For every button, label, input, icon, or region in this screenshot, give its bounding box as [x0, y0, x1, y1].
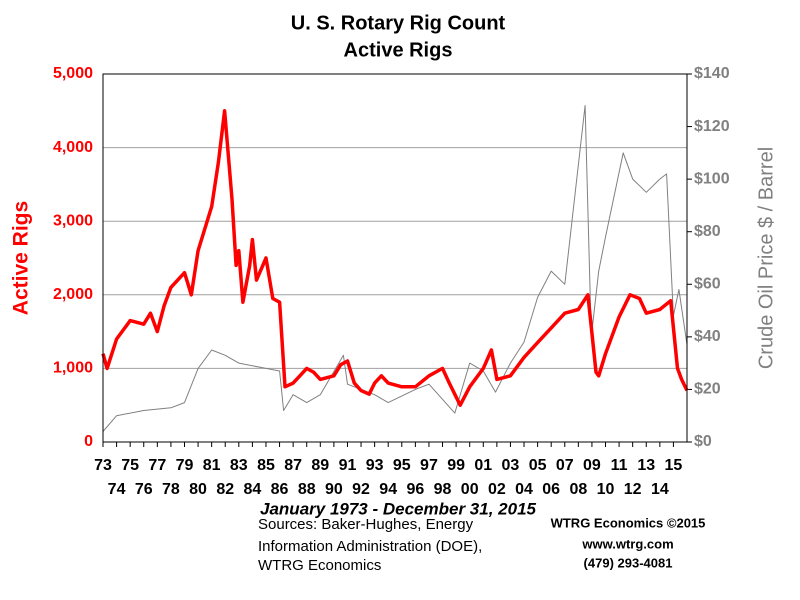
y2-axis-label: Crude Oil Price $ / Barrel [755, 147, 777, 369]
x-tick-label: 14 [651, 481, 669, 498]
x-tick-label: 87 [284, 457, 302, 474]
x-tick-label: 94 [379, 481, 397, 498]
x-tick-label: 98 [434, 481, 452, 498]
y-tick-label: 0 [84, 433, 93, 450]
x-tick-label: 85 [257, 457, 275, 474]
y2-tick-label: $60 [694, 276, 721, 293]
x-tick-label: 79 [176, 457, 194, 474]
plot-border [102, 73, 688, 443]
credit-line: WTRG Economics ©2015 [551, 515, 706, 530]
y-tick-label: 1,000 [53, 360, 93, 377]
x-tick-label: 92 [352, 481, 370, 498]
y-tick-label: 4,000 [53, 139, 93, 156]
x-tick-label: 89 [311, 457, 329, 474]
x-tick-label: 97 [420, 457, 438, 474]
y2-tick-label: $0 [694, 433, 712, 450]
y2-tick-label: $20 [694, 381, 721, 398]
data-line [102, 105, 688, 432]
x-tick-label: 05 [529, 457, 547, 474]
x-tick-label: 83 [230, 457, 248, 474]
x-tick-label: 93 [366, 457, 384, 474]
x-tick-label: 10 [597, 481, 615, 498]
x-tick-label: 06 [542, 481, 560, 498]
x-tick-label: 81 [203, 457, 221, 474]
x-axis-label: January 1973 - December 31, 2015 [260, 499, 537, 518]
x-tick-label: 01 [474, 457, 492, 474]
x-tick-label: 90 [325, 481, 343, 498]
y2-tick-label: $40 [694, 328, 721, 345]
credit-line: www.wtrg.com [581, 536, 673, 551]
source-line: Sources: Baker-Hughes, Energy [258, 516, 474, 533]
x-tick-label: 73 [94, 457, 112, 474]
source-line: WTRG Economics [258, 557, 381, 574]
y-tick-label: 3,000 [53, 212, 93, 229]
x-tick-label: 99 [447, 457, 465, 474]
x-tick-label: 13 [637, 457, 655, 474]
x-tick-label: 82 [216, 481, 234, 498]
x-tick-label: 03 [502, 457, 520, 474]
x-tick-label: 77 [148, 457, 166, 474]
x-tick-label: 74 [108, 481, 126, 498]
y2-tick-label: $120 [694, 118, 730, 135]
y2-tick-label: $140 [694, 65, 730, 82]
x-tick-label: 09 [583, 457, 601, 474]
x-tick-label: 15 [665, 457, 683, 474]
x-tick-label: 08 [569, 481, 587, 498]
chart-subtitle: Active Rigs [344, 39, 453, 61]
x-tick-label: 96 [406, 481, 424, 498]
x-tick-label: 88 [298, 481, 316, 498]
x-tick-label: 02 [488, 481, 506, 498]
y-tick-label: 2,000 [53, 286, 93, 303]
y-axis-label: Active Rigs [10, 201, 33, 315]
x-tick-label: 07 [556, 457, 574, 474]
x-tick-label: 78 [162, 481, 180, 498]
x-tick-label: 76 [135, 481, 153, 498]
credit-line: (479) 293-4081 [584, 555, 673, 570]
x-tick-label: 80 [189, 481, 207, 498]
chart-title: U. S. Rotary Rig Count [291, 12, 506, 34]
x-tick-label: 11 [611, 457, 628, 474]
x-tick-label: 91 [339, 457, 357, 474]
y-tick-label: 5,000 [53, 65, 93, 82]
x-tick-label: 00 [461, 481, 479, 498]
x-tick-label: 86 [271, 481, 289, 498]
x-tick-label: 95 [393, 457, 411, 474]
x-tick-label: 84 [243, 481, 261, 498]
source-line: Information Administration (DOE), [258, 538, 482, 555]
data-line [101, 109, 689, 407]
y2-tick-label: $80 [694, 223, 721, 240]
x-tick-label: 75 [121, 457, 139, 474]
y2-tick-label: $100 [694, 170, 730, 187]
x-tick-label: 12 [624, 481, 642, 498]
x-tick-label: 04 [515, 481, 533, 498]
